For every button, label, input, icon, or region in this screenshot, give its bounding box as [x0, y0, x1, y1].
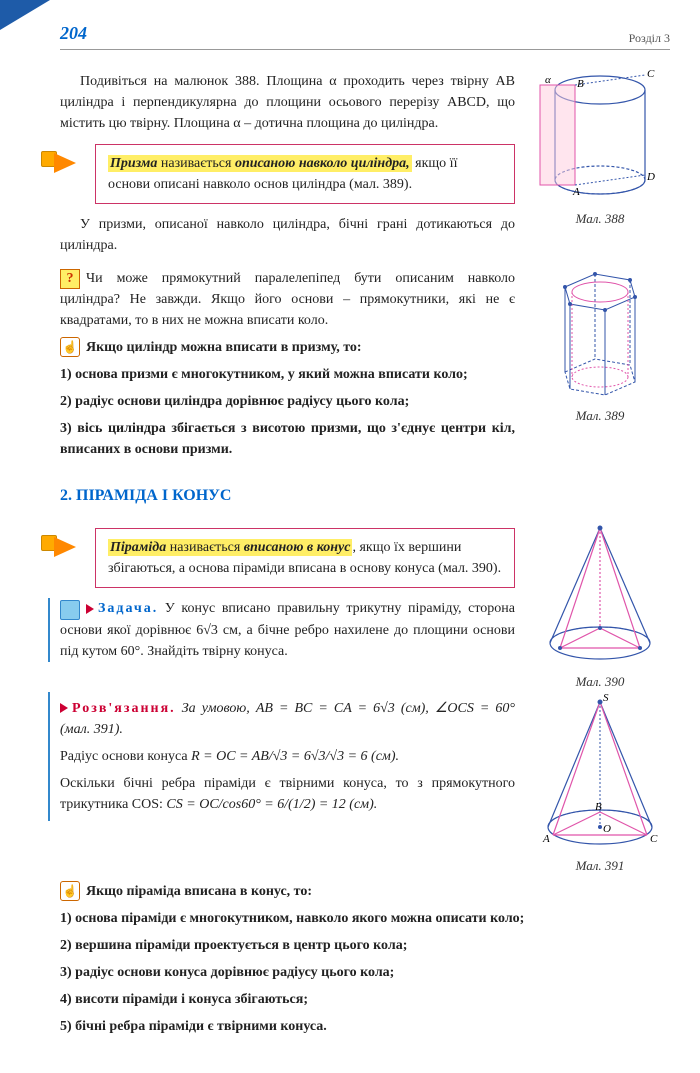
def1-hl: описаною навколо циліндра, — [235, 156, 410, 171]
rules2-5: 5) бічні ребра піраміди є твірними конус… — [60, 1016, 670, 1037]
solution-line2-pre: Радіус основи конуса — [60, 749, 191, 764]
def2-hl: вписаною в конус — [244, 540, 351, 555]
fig389-caption: Мал. 389 — [530, 406, 670, 426]
rules2-4: 4) висоти піраміди і конуса збігаються; — [60, 989, 670, 1010]
problem-label: Задача. — [98, 601, 158, 616]
rules1-1: 1) основа призми є многокутником, у який… — [60, 364, 515, 385]
arrow-icon-2 — [54, 537, 76, 557]
marker-icon-2 — [60, 703, 68, 713]
fig390-caption: Мал. 390 — [530, 672, 670, 692]
section-label: Розділ 3 — [629, 29, 670, 47]
definition-pyramid: Піраміда називається вписаною в конус, я… — [95, 528, 515, 588]
arrow-icon — [54, 153, 76, 173]
def1-pre: Призма — [110, 156, 157, 171]
svg-text:D: D — [646, 171, 655, 183]
svg-text:A: A — [572, 186, 580, 198]
def2-pre: Піраміда — [110, 540, 166, 555]
svg-text:O: O — [603, 823, 611, 835]
question-1: Чи може прямокутний паралелепіпед бути о… — [60, 271, 515, 328]
page-header: 204 Розділ 3 — [60, 20, 670, 50]
question-icon: ? — [60, 269, 80, 289]
svg-text:α: α — [545, 74, 551, 86]
fig391-caption: Мал. 391 — [530, 856, 670, 876]
rules2-2: 2) вершина піраміди проектується в центр… — [60, 935, 670, 956]
svg-text:B: B — [595, 801, 602, 813]
fig388-caption: Мал. 388 — [530, 209, 670, 229]
rules1-3: 3) вісь циліндра збігається з висотою пр… — [60, 418, 515, 460]
page-content: 204 Розділ 3 Подивіться на малюнок 388. … — [0, 0, 700, 1073]
svg-text:C: C — [647, 68, 655, 80]
rules1-intro: Якщо циліндр можна вписати в призму, то: — [86, 340, 362, 355]
paragraph-1: Подивіться на малюнок 388. Площина α про… — [60, 71, 515, 134]
figure-388: α B C A D — [535, 65, 665, 205]
figure-390 — [535, 518, 665, 668]
rules2-3: 3) радіус основи конуса дорівнює радіусу… — [60, 962, 670, 983]
svg-text:C: C — [650, 833, 658, 845]
paragraph-2: У призми, описаної навколо циліндра, біч… — [60, 214, 515, 256]
def1-mid: називається — [157, 156, 235, 171]
svg-text:S: S — [603, 692, 609, 704]
figure-391: S A C B O — [535, 692, 665, 852]
svg-text:A: A — [542, 833, 550, 845]
figure-389 — [535, 262, 665, 402]
rules2-intro: Якщо піраміда вписана в конус, то: — [86, 884, 312, 899]
hand-icon-2: ☝ — [60, 881, 80, 901]
definition-prism: Призма називається описаною навколо цилі… — [95, 144, 515, 204]
solution-label: Розв'язання. — [72, 701, 176, 716]
section-2-title: 2. ПІРАМІДА І КОНУС — [60, 484, 670, 508]
book-icon — [60, 600, 80, 620]
solution-line3-formula: CS = OC/cos60° = 6/(1/2) = 12 (см). — [166, 797, 377, 812]
def2-mid: називається — [166, 540, 244, 555]
page-number: 204 — [60, 20, 87, 47]
rules1-2: 2) радіус основи циліндра дорівнює радіу… — [60, 391, 515, 412]
solution-line2-formula: R = OC = AB/√3 = 6√3/√3 = 6 (см). — [191, 749, 399, 764]
marker-icon — [86, 604, 94, 614]
svg-text:B: B — [577, 78, 584, 90]
rules2-1: 1) основа піраміди є многокутником, навк… — [60, 908, 670, 929]
hand-icon: ☝ — [60, 337, 80, 357]
